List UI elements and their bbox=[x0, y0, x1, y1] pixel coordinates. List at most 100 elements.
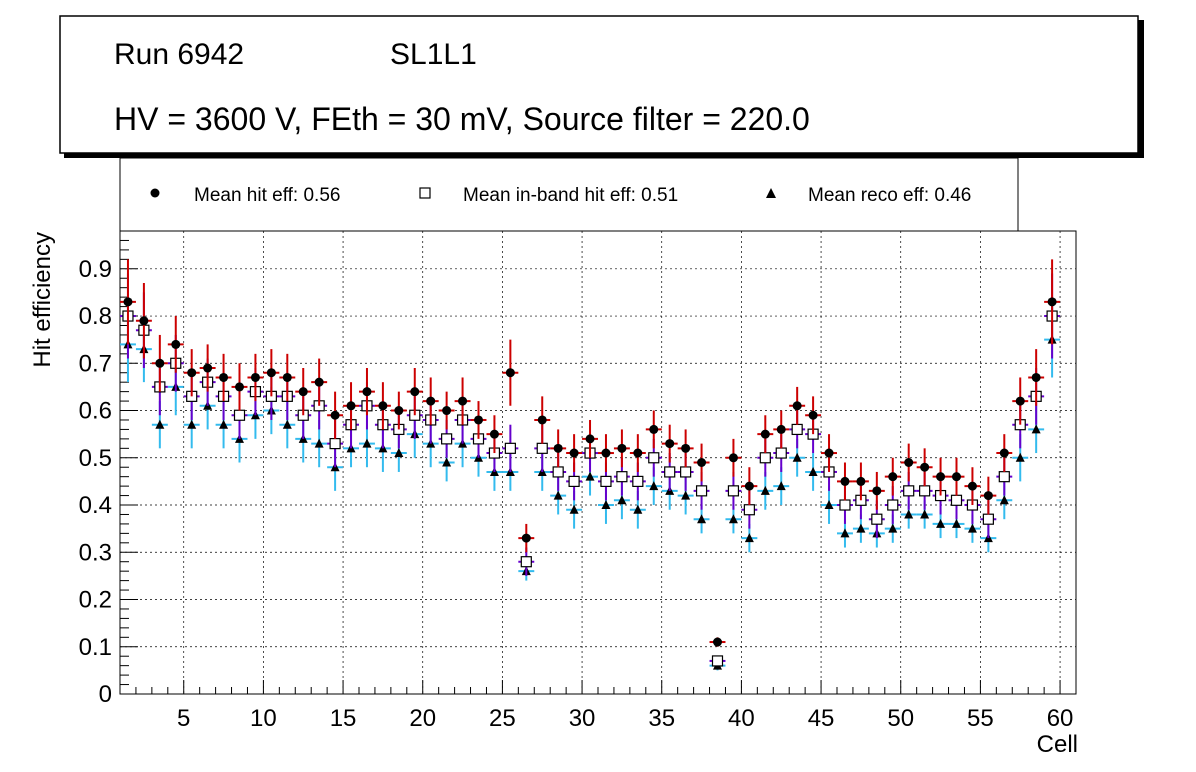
hit-marker bbox=[235, 382, 244, 392]
data-point-hit bbox=[789, 386, 806, 425]
data-point-hit bbox=[980, 476, 997, 515]
data-point-hit bbox=[725, 438, 742, 477]
data-point-hit bbox=[518, 523, 535, 553]
data-point-hit bbox=[327, 391, 344, 439]
data-point-hit bbox=[900, 443, 917, 482]
y-tick-label: 0.2 bbox=[79, 587, 112, 614]
hit-marker bbox=[187, 368, 197, 378]
data-point-hit bbox=[868, 471, 885, 510]
data-point-hit bbox=[135, 282, 152, 359]
x-tick-label: 25 bbox=[489, 705, 516, 732]
hit-marker bbox=[330, 410, 340, 420]
inband-marker bbox=[536, 442, 548, 454]
data-point-hit bbox=[582, 419, 598, 458]
data-point-hit bbox=[1012, 377, 1029, 425]
hit-marker bbox=[219, 372, 229, 382]
x-tick-labels: 5 10 15 20 25 30 35 40 45 50 55 60 bbox=[177, 705, 1073, 732]
data-point-reco bbox=[773, 467, 790, 506]
hit-marker bbox=[760, 429, 770, 439]
reco-marker bbox=[967, 523, 977, 533]
reco-marker bbox=[553, 490, 563, 500]
conditions-label: HV = 3600 V, FEth = 30 mV, Source filter… bbox=[114, 101, 810, 137]
legend-hit-marker bbox=[150, 188, 160, 198]
x-tick-label: 10 bbox=[250, 705, 277, 732]
inband-marker bbox=[329, 438, 341, 450]
x-tick-label: 55 bbox=[967, 705, 994, 732]
reco-marker bbox=[155, 419, 165, 429]
reco-marker bbox=[1031, 424, 1041, 434]
inband-marker bbox=[441, 433, 453, 445]
reco-marker bbox=[585, 471, 595, 481]
data-point-hit bbox=[852, 462, 869, 501]
data-point-hit bbox=[231, 363, 248, 411]
data-point-inband bbox=[709, 655, 726, 667]
data-point-hit bbox=[996, 434, 1013, 472]
y-tick-label: 0.6 bbox=[79, 398, 112, 425]
inband-marker bbox=[632, 475, 644, 487]
inband-marker bbox=[600, 475, 612, 487]
inband-marker bbox=[743, 504, 755, 516]
reco-marker bbox=[569, 504, 579, 514]
inband-marker bbox=[950, 494, 963, 506]
hit-marker bbox=[601, 448, 611, 458]
y-tick-labels: 0 0.1 0.2 0.3 0.4 0.5 0.6 0.7 0.8 0.9 bbox=[79, 256, 112, 708]
reco-marker bbox=[728, 514, 738, 524]
reco-marker bbox=[952, 518, 961, 528]
reco-marker bbox=[219, 419, 229, 429]
y-tick-label: 0.7 bbox=[79, 350, 112, 377]
reco-marker bbox=[792, 452, 802, 462]
inband-marker bbox=[759, 452, 771, 464]
data-point-hit bbox=[311, 358, 328, 406]
hit-marker bbox=[665, 439, 675, 449]
data-point-hit bbox=[661, 424, 678, 463]
x-tick-label: 5 bbox=[177, 705, 190, 732]
x-tick-label: 40 bbox=[728, 705, 755, 732]
hit-marker bbox=[920, 462, 930, 472]
reco-marker bbox=[362, 438, 372, 448]
data-point-hit bbox=[422, 377, 439, 425]
hit-marker bbox=[474, 415, 483, 425]
data-point-hit bbox=[805, 396, 822, 435]
inband-marker bbox=[233, 409, 246, 421]
hit-marker bbox=[776, 424, 786, 434]
hit-marker bbox=[171, 339, 181, 349]
hit-marker bbox=[983, 491, 993, 501]
inband-marker bbox=[664, 466, 676, 478]
data-point-hit bbox=[566, 434, 583, 472]
data-point-hit bbox=[932, 457, 949, 496]
y-tick-label: 0.4 bbox=[79, 492, 112, 519]
inband-marker bbox=[680, 466, 692, 478]
x-tick-label: 20 bbox=[409, 705, 436, 732]
reco-marker bbox=[856, 523, 866, 533]
data-point-hit bbox=[390, 391, 407, 430]
hit-marker bbox=[792, 401, 802, 411]
reco-marker bbox=[1015, 452, 1025, 462]
y-tick-label: 0.5 bbox=[79, 445, 112, 472]
reco-marker bbox=[744, 533, 754, 543]
y-tick-label: 0.1 bbox=[79, 634, 112, 661]
reco-marker bbox=[633, 504, 643, 514]
reco-marker bbox=[824, 500, 834, 510]
y-tick-label: 0 bbox=[99, 681, 112, 708]
x-axis-label: Cell bbox=[1037, 731, 1078, 758]
data-point-hit bbox=[948, 457, 965, 496]
hit-marker bbox=[266, 368, 276, 378]
data-point-hit bbox=[645, 410, 662, 449]
hit-marker bbox=[362, 387, 372, 397]
x-tick-label: 60 bbox=[1047, 705, 1074, 732]
inband-marker bbox=[919, 485, 931, 497]
reco-marker bbox=[904, 509, 914, 519]
hit-marker bbox=[872, 486, 882, 496]
inband-marker bbox=[711, 655, 724, 667]
grid-lines bbox=[120, 231, 1076, 694]
inband-marker bbox=[568, 475, 580, 487]
data-point-hit bbox=[613, 429, 630, 468]
reco-marker bbox=[601, 500, 611, 510]
y-tick-label: 0.8 bbox=[79, 303, 112, 330]
reco-marker bbox=[808, 466, 818, 476]
inband-marker bbox=[903, 485, 915, 497]
hit-marker bbox=[967, 481, 977, 491]
data-point-hit bbox=[1028, 349, 1045, 406]
reco-marker bbox=[936, 518, 946, 528]
